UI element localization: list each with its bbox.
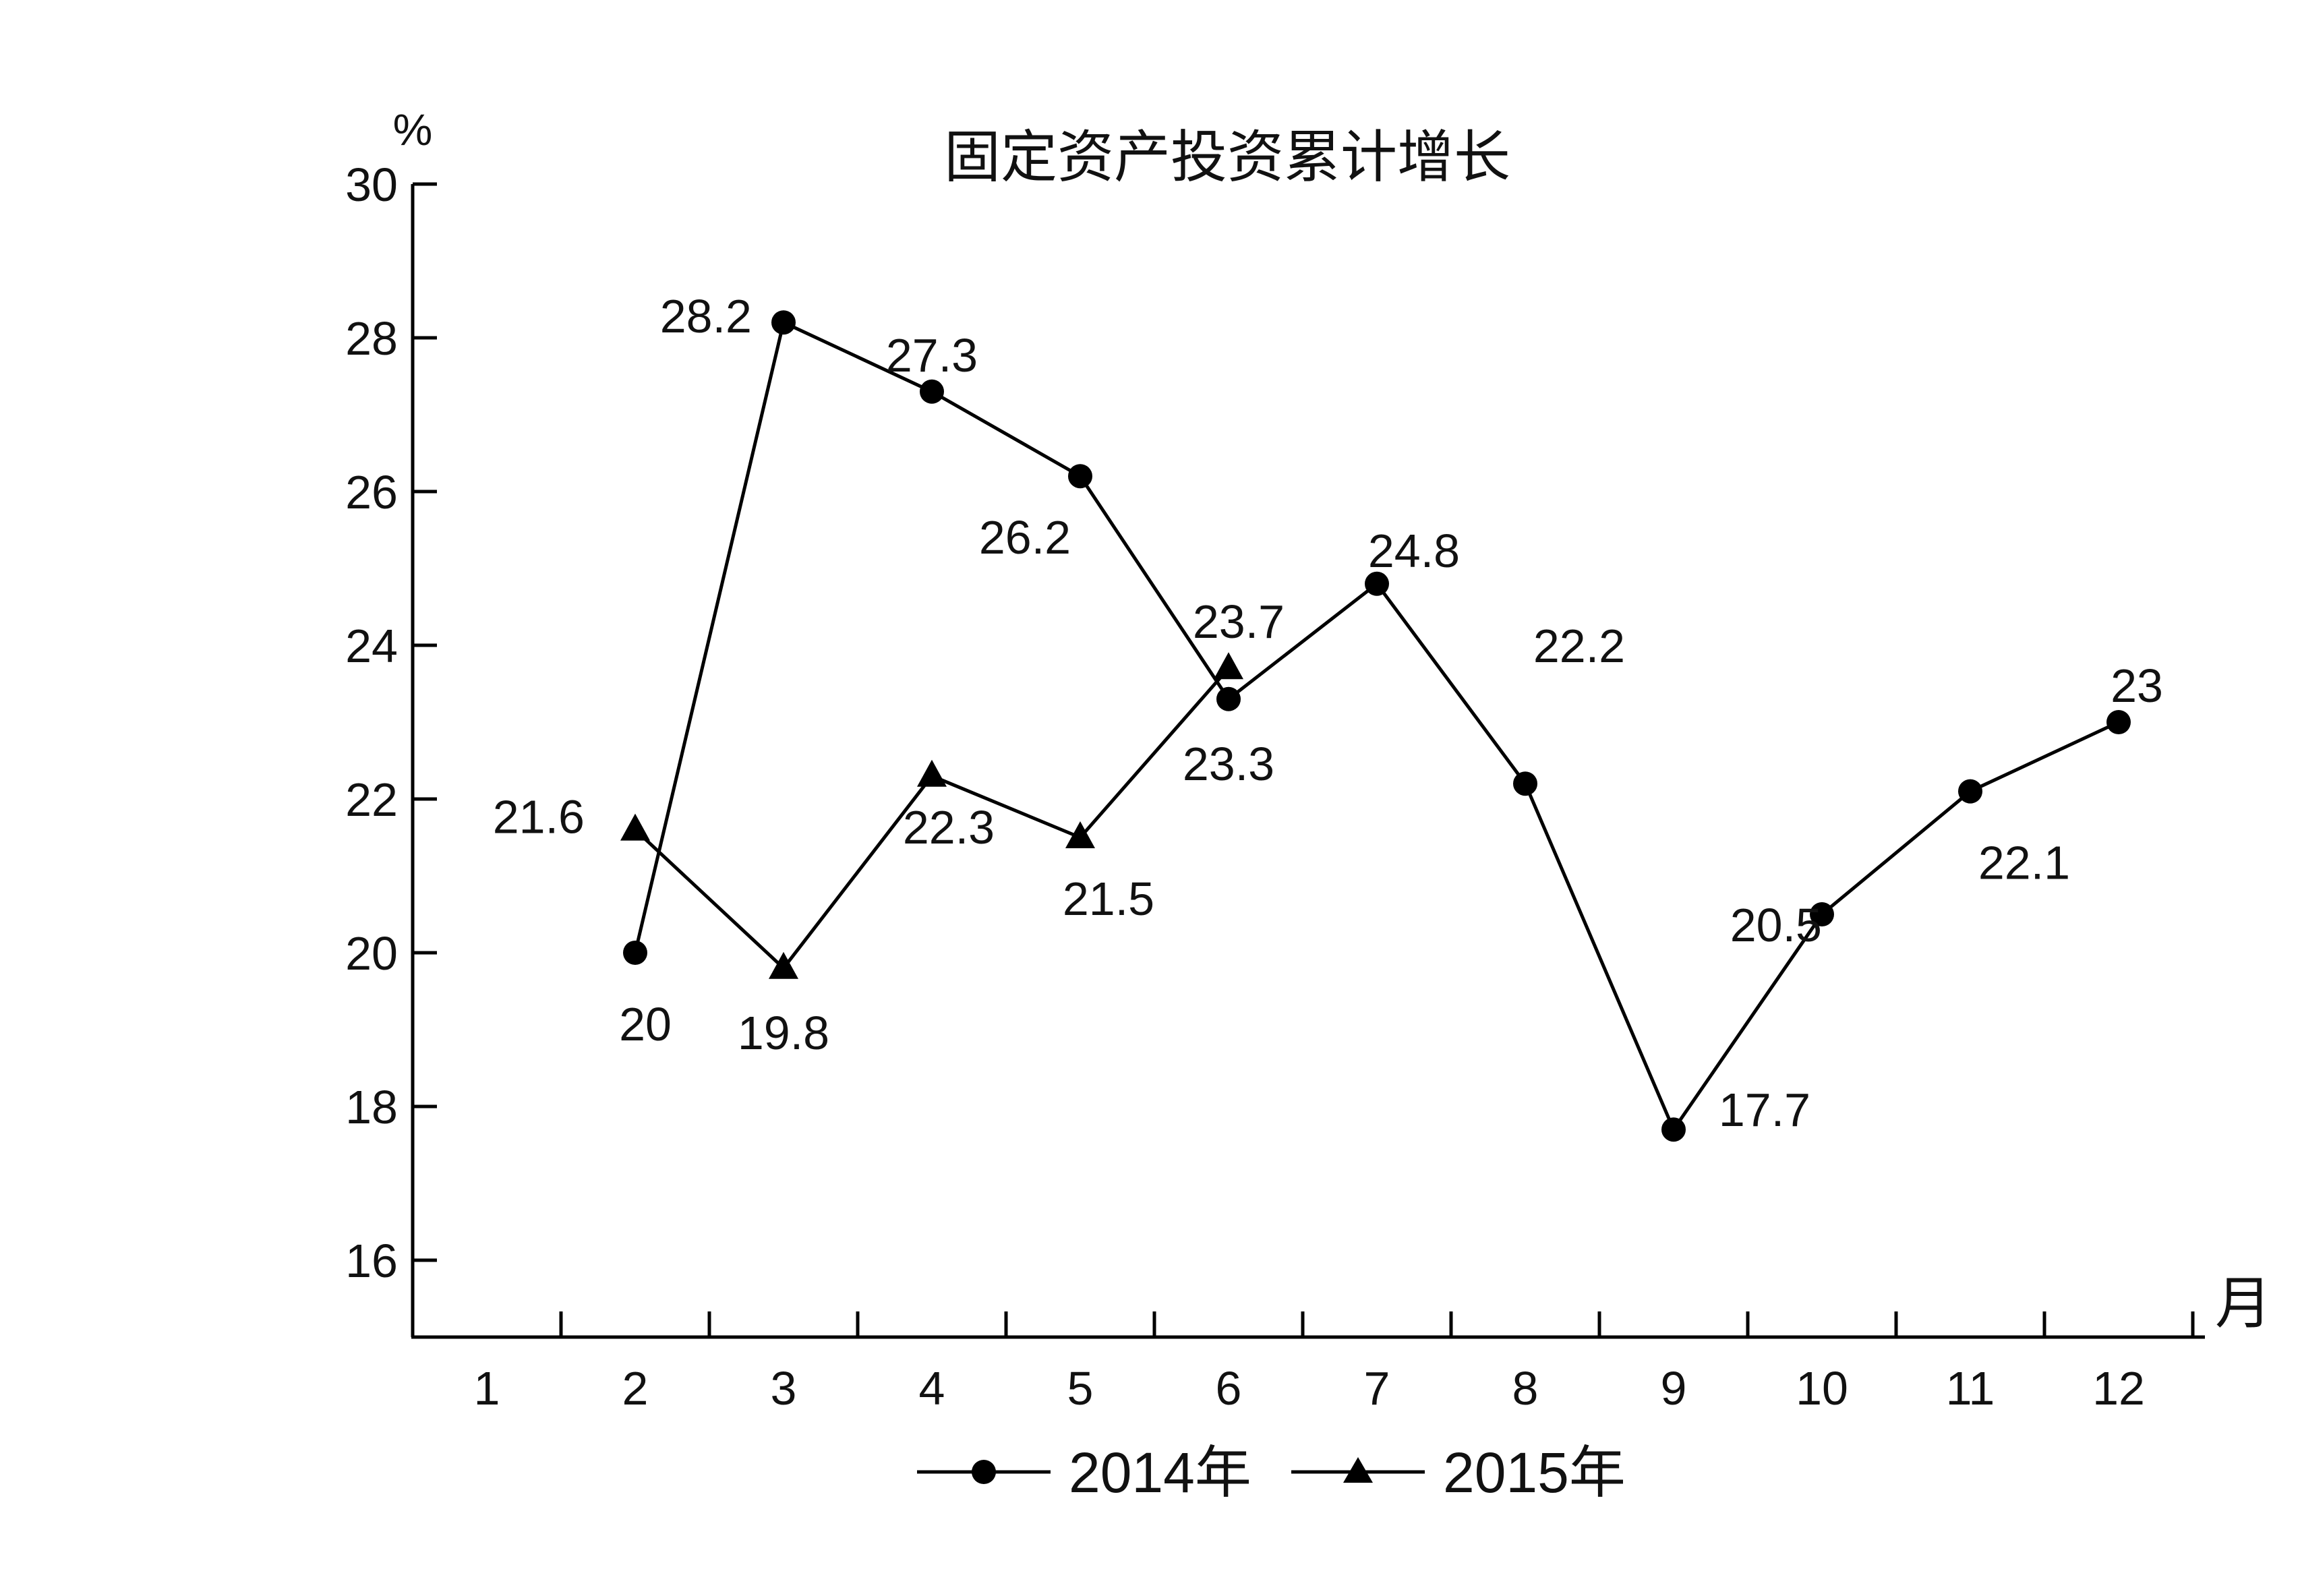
- y-tick-label: 20: [345, 927, 398, 980]
- data-label: 23.3: [1183, 738, 1274, 790]
- x-tick-label: 8: [1512, 1362, 1539, 1415]
- series-layer: [620, 310, 2131, 1142]
- data-label: 27.3: [886, 329, 978, 382]
- data-label: 20.5: [1730, 899, 1822, 951]
- data-point-2015: [769, 951, 798, 979]
- legend-item-2015: 2015年: [1291, 1441, 1626, 1504]
- x-tick-label: 2: [622, 1362, 649, 1415]
- data-label: 23: [2111, 659, 2163, 712]
- x-tick-label: 6: [1216, 1362, 1242, 1415]
- data-label: 28.2: [660, 290, 752, 343]
- x-tick-label: 7: [1364, 1362, 1390, 1415]
- y-tick-label: 16: [345, 1235, 398, 1287]
- data-point-2014: [1513, 771, 1537, 796]
- x-tick-label: 12: [2092, 1362, 2145, 1415]
- data-label: 22.3: [903, 801, 995, 854]
- x-tick-label: 9: [1661, 1362, 1687, 1415]
- legend-label-2014: 2014年: [1069, 1441, 1251, 1504]
- axes: % 月: [393, 105, 2272, 1339]
- chart-title: 固定资产投资累计增长: [944, 124, 1510, 190]
- data-point-2014: [1958, 779, 1982, 804]
- y-tick-label: 26: [345, 466, 398, 519]
- data-point-2014: [1365, 571, 1389, 596]
- y-tick-label: 30: [345, 158, 398, 211]
- x-tick-label: 5: [1067, 1362, 1094, 1415]
- y-axis-unit: %: [393, 105, 433, 154]
- x-axis-unit: 月: [2215, 1272, 2272, 1335]
- data-label: 17.7: [1719, 1084, 1810, 1136]
- x-ticks: 1 2 3 4 5 6 7 8 9 10 11 12: [474, 1311, 2195, 1415]
- data-point-2014: [1661, 1117, 1686, 1142]
- data-label: 21.6: [493, 791, 585, 844]
- data-point-2014: [2106, 710, 2131, 734]
- legend: 2014年 2015年: [917, 1441, 1626, 1504]
- data-point-2014: [1810, 902, 1834, 926]
- data-label: 21.5: [1063, 873, 1154, 925]
- legend-marker-triangle-icon: [1343, 1457, 1373, 1483]
- y-tick-label: 22: [345, 773, 398, 826]
- y-tick-label: 18: [345, 1081, 398, 1133]
- data-point-2014: [623, 941, 647, 965]
- data-point-2014: [1068, 464, 1092, 489]
- data-point-2014: [920, 379, 944, 404]
- x-tick-label: 10: [1796, 1362, 1848, 1415]
- data-label: 22.1: [1978, 837, 2070, 889]
- x-tick-label: 11: [1946, 1362, 1995, 1415]
- data-label: 26.2: [979, 511, 1071, 564]
- data-point-2015: [1214, 652, 1243, 680]
- x-tick-label: 1: [474, 1362, 500, 1415]
- data-label: 20: [619, 998, 672, 1051]
- series-line-2014: [633, 320, 2120, 1133]
- y-ticks: 16 18 20 22 24 26 28 30: [345, 158, 437, 1287]
- data-label: 22.2: [1533, 620, 1625, 672]
- legend-label-2015: 2015年: [1443, 1441, 1626, 1504]
- data-label: 24.8: [1368, 525, 1460, 577]
- data-point-2015: [620, 813, 650, 841]
- data-label: 23.7: [1193, 595, 1285, 648]
- x-tick-label: 3: [771, 1362, 797, 1415]
- data-point-2014: [771, 310, 796, 335]
- data-point-2015: [1065, 821, 1095, 848]
- data-labels: 20 28.2 27.3 26.2 23.3 24.8 22.2 17.7 20.5 22.1 23…: [493, 290, 2163, 1136]
- data-point-2014: [1216, 686, 1241, 711]
- data-label: 19.8: [738, 1007, 829, 1059]
- x-tick-label: 4: [919, 1362, 945, 1415]
- data-point-2015: [917, 759, 947, 787]
- legend-marker-circle-icon: [972, 1460, 996, 1484]
- y-tick-label: 28: [345, 312, 398, 365]
- y-tick-label: 24: [345, 620, 398, 672]
- legend-item-2014: 2014年: [917, 1441, 1251, 1504]
